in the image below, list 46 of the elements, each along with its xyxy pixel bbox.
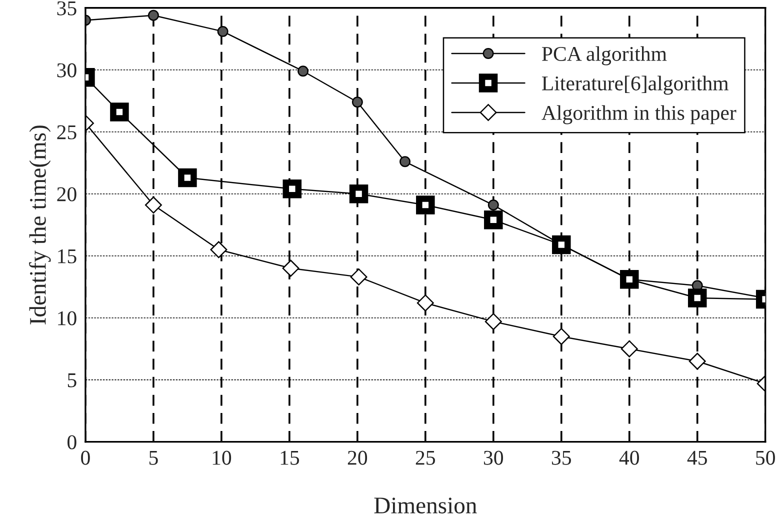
y-tick-label: 10 <box>58 311 76 326</box>
x-tick-label: 0 <box>81 450 90 465</box>
y-tick-label: 0 <box>68 435 76 450</box>
point <box>282 260 300 277</box>
point <box>416 196 435 214</box>
x-tick-label: 50 <box>756 450 775 465</box>
point <box>350 268 368 286</box>
x-tick-label: 20 <box>348 450 368 465</box>
y-tick-label: 25 <box>57 125 76 140</box>
x-tick-label: 35 <box>552 450 571 465</box>
x-tick-label: 15 <box>280 450 300 465</box>
legend-label: Algorithm in this paper <box>542 105 736 124</box>
point <box>552 328 570 345</box>
point <box>178 168 197 188</box>
x-tick-label: 30 <box>484 450 504 465</box>
y-tick-label: 30 <box>57 63 76 78</box>
point <box>688 352 706 370</box>
point <box>217 26 228 37</box>
legend-label: PCA algorithm <box>542 46 667 66</box>
point <box>282 180 302 198</box>
point <box>416 294 434 312</box>
point <box>484 313 502 330</box>
y-tick-label: 5 <box>68 373 76 388</box>
point <box>688 288 707 308</box>
x-tick-label: 25 <box>416 450 436 465</box>
y-tick-label: 15 <box>58 249 76 264</box>
point <box>110 102 129 122</box>
x-tick-label: 45 <box>687 450 707 465</box>
y-tick-label: 35 <box>57 1 76 16</box>
point <box>210 241 228 258</box>
point <box>349 184 368 204</box>
x-tick-label: 5 <box>149 450 158 465</box>
legend-label: Literature[6]algorithm <box>542 76 728 95</box>
point <box>484 210 503 230</box>
point <box>620 340 638 358</box>
x-tick-label: 10 <box>212 450 232 465</box>
y-axis-title: Identify the time(ms) <box>29 126 51 324</box>
point <box>298 66 309 77</box>
point <box>488 200 499 211</box>
y-tick-label: 20 <box>57 187 76 202</box>
point <box>148 10 159 21</box>
x-axis-title: Dimension <box>374 498 477 514</box>
point <box>400 156 410 168</box>
point <box>144 196 162 214</box>
x-tick-label: 40 <box>619 450 639 465</box>
point <box>352 96 363 108</box>
